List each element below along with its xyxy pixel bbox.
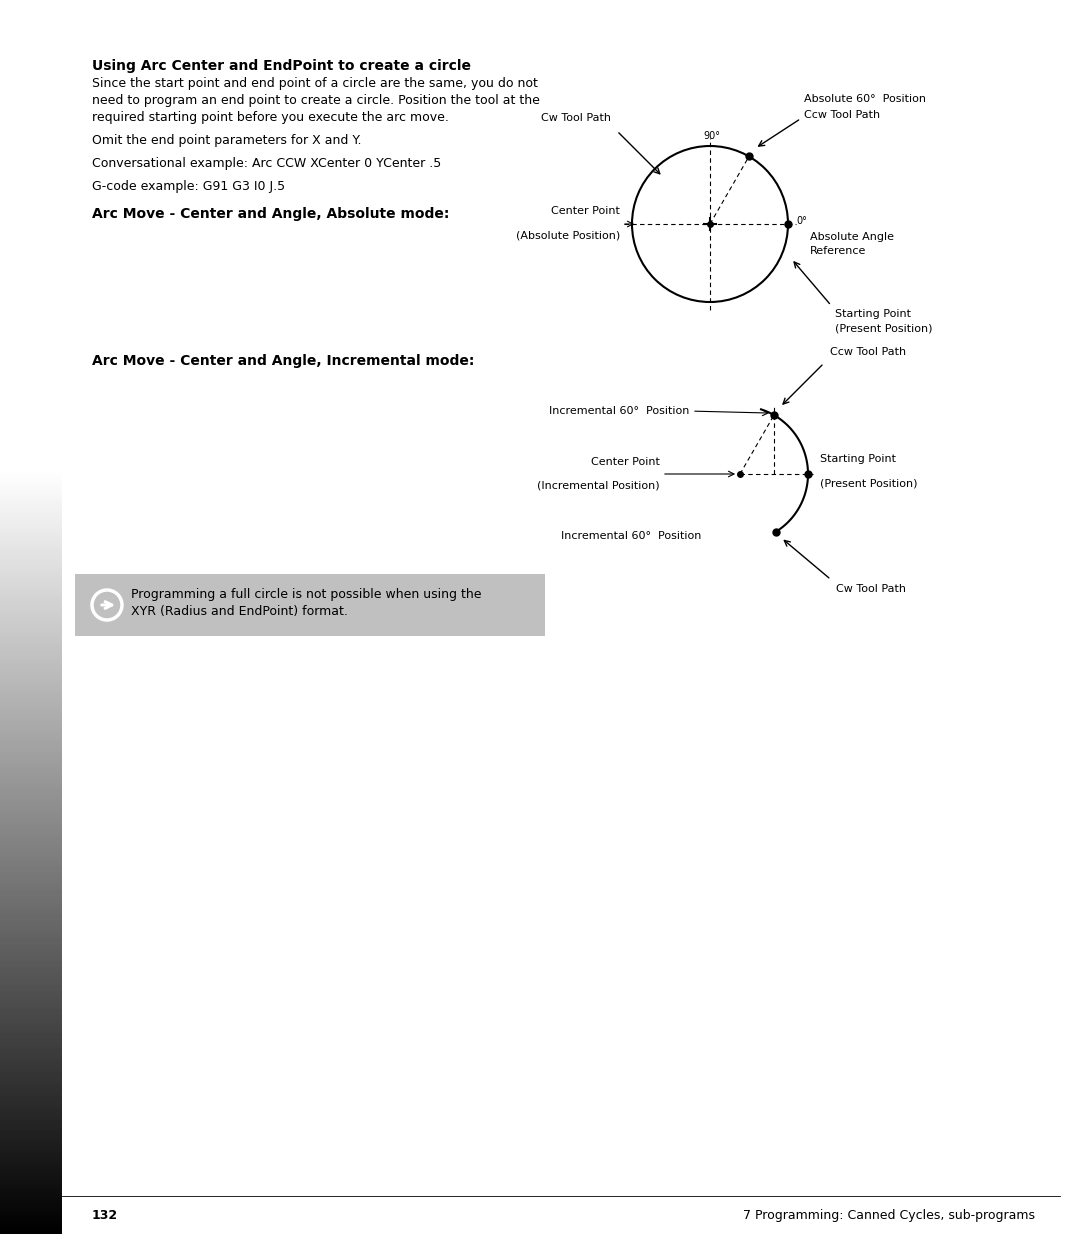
Text: Absolute Angle: Absolute Angle (810, 232, 894, 242)
Text: Reference: Reference (810, 246, 866, 255)
Text: Ccw Tool Path: Ccw Tool Path (831, 347, 906, 357)
FancyBboxPatch shape (75, 574, 545, 636)
Text: need to program an end point to create a circle. Position the tool at the: need to program an end point to create a… (92, 94, 540, 107)
Text: required starting point before you execute the arc move.: required starting point before you execu… (92, 111, 449, 123)
Text: Absolute 60°  Position: Absolute 60° Position (804, 95, 926, 105)
Text: Programming a full circle is not possible when using the: Programming a full circle is not possibl… (131, 587, 482, 601)
Text: Since the start point and end point of a circle are the same, you do not: Since the start point and end point of a… (92, 77, 538, 90)
Text: Cw Tool Path: Cw Tool Path (541, 112, 611, 123)
Text: Conversational example: Arc CCW XCenter 0 YCenter .5: Conversational example: Arc CCW XCenter … (92, 157, 442, 170)
Text: Starting Point: Starting Point (820, 454, 896, 464)
Text: Starting Point: Starting Point (835, 308, 912, 318)
Text: Incremental 60°  Position: Incremental 60° Position (549, 406, 689, 416)
Text: G-code example: G91 G3 I0 J.5: G-code example: G91 G3 I0 J.5 (92, 180, 285, 193)
Text: Arc Move - Center and Angle, Absolute mode:: Arc Move - Center and Angle, Absolute mo… (92, 207, 449, 221)
Text: 7 Programming: Canned Cycles, sub-programs: 7 Programming: Canned Cycles, sub-progra… (743, 1209, 1035, 1222)
Text: 0°: 0° (796, 216, 807, 226)
Text: XYR (Radius and EndPoint) format.: XYR (Radius and EndPoint) format. (131, 605, 348, 618)
Text: Using Arc Center and EndPoint to create a circle: Using Arc Center and EndPoint to create … (92, 59, 471, 73)
Text: Arc Move - Center and Angle, Incremental mode:: Arc Move - Center and Angle, Incremental… (92, 354, 474, 368)
Text: (Present Position): (Present Position) (835, 323, 933, 333)
Text: Incremental 60°  Position: Incremental 60° Position (561, 531, 701, 540)
Text: 132: 132 (92, 1209, 118, 1222)
Text: Omit the end point parameters for X and Y.: Omit the end point parameters for X and … (92, 135, 362, 147)
Text: 90°: 90° (703, 131, 720, 141)
Text: (Incremental Position): (Incremental Position) (538, 480, 660, 490)
Text: 7.1 Explaining Basic Cycles: 7.1 Explaining Basic Cycles (23, 732, 38, 956)
Text: (Absolute Position): (Absolute Position) (516, 230, 620, 239)
Text: Center Point: Center Point (551, 206, 620, 216)
Text: Cw Tool Path: Cw Tool Path (836, 584, 906, 594)
Text: Ccw Tool Path: Ccw Tool Path (804, 111, 880, 121)
Text: Center Point: Center Point (591, 457, 660, 466)
Text: (Present Position): (Present Position) (820, 478, 918, 487)
